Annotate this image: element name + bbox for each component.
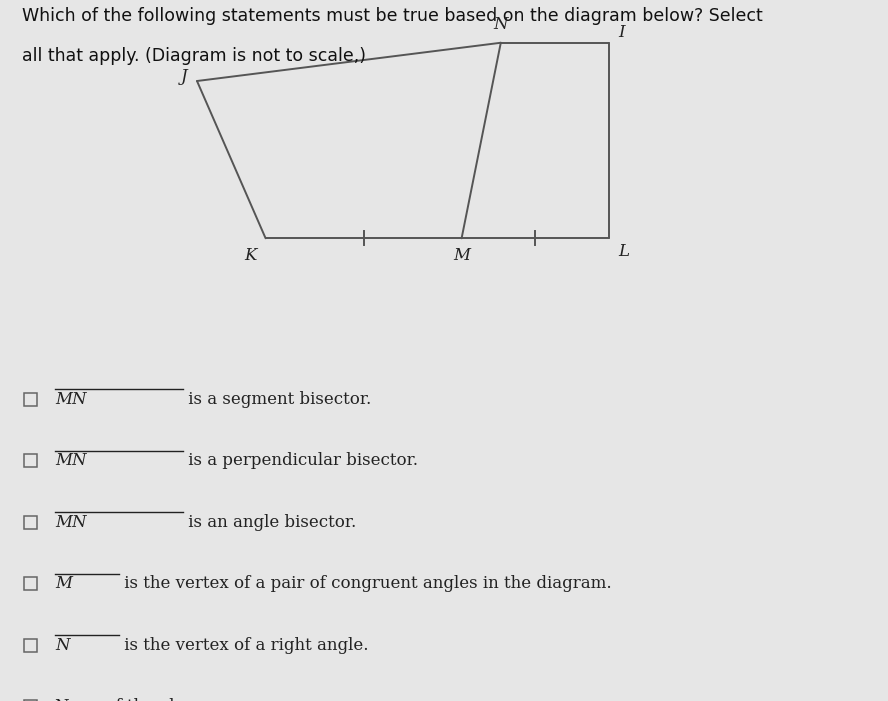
Text: M: M	[453, 247, 470, 264]
Text: N: N	[55, 637, 69, 653]
Bar	[23, 454, 36, 467]
Text: N: N	[494, 16, 508, 33]
Text: MN: MN	[55, 514, 86, 531]
Text: MN: MN	[55, 452, 86, 469]
Text: Which of the following statements must be true based on the diagram below? Selec: Which of the following statements must b…	[22, 7, 763, 25]
Text: MN: MN	[55, 390, 86, 408]
Text: M: M	[55, 575, 72, 592]
Text: is a segment bisector.: is a segment bisector.	[183, 390, 371, 408]
Text: is the vertex of a pair of congruent angles in the diagram.: is the vertex of a pair of congruent ang…	[119, 575, 612, 592]
Bar	[23, 393, 36, 406]
Text: L: L	[618, 243, 629, 260]
Bar	[23, 577, 36, 590]
Text: is the vertex of a right angle.: is the vertex of a right angle.	[119, 637, 369, 653]
Text: I: I	[618, 25, 625, 41]
Bar	[23, 700, 36, 701]
Text: J: J	[180, 67, 187, 85]
Text: None of the above.: None of the above.	[55, 698, 215, 701]
Text: is a perpendicular bisector.: is a perpendicular bisector.	[183, 452, 418, 469]
Bar	[23, 516, 36, 529]
Text: all that apply. (Diagram is not to scale,): all that apply. (Diagram is not to scale…	[22, 47, 366, 65]
Bar	[23, 639, 36, 652]
Text: K: K	[244, 247, 257, 264]
Text: is an angle bisector.: is an angle bisector.	[183, 514, 356, 531]
